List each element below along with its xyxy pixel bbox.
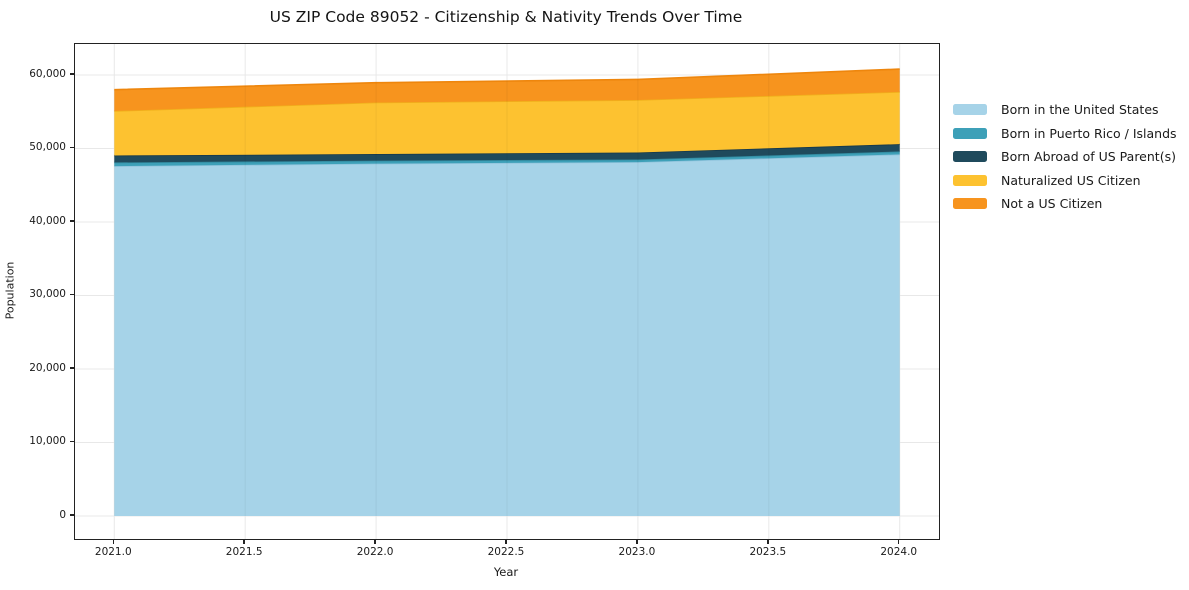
area-born-in-the-united-states <box>114 154 900 516</box>
x-tick-label: 2023.5 <box>749 546 787 558</box>
legend-label: Born in the United States <box>1001 102 1159 117</box>
legend-swatch-naturalized-us-citizen <box>953 174 987 186</box>
legend-label: Not a US Citizen <box>1001 196 1103 211</box>
y-tick-mark <box>70 440 74 443</box>
y-tick-label: 50,000 <box>29 141 66 154</box>
x-tick-label: 2021.5 <box>225 546 263 558</box>
x-tick-mark <box>112 539 115 544</box>
legend-swatch-born-in-puerto-rico-islands <box>953 127 987 139</box>
stacked-area-chart <box>75 44 939 539</box>
x-tick-mark <box>243 539 245 544</box>
y-tick-label: 20,000 <box>29 361 66 374</box>
area-naturalized-us-citizen <box>114 91 900 156</box>
chart-title: US ZIP Code 89052 - Citizenship & Nativi… <box>269 8 743 26</box>
y-tick-label: 0 <box>59 508 66 521</box>
y-tick-mark <box>70 146 74 149</box>
legend-item: Not a US Citizen <box>953 196 1177 211</box>
y-tick-mark <box>70 293 74 296</box>
legend-swatch-born-in-the-united-states <box>953 104 987 115</box>
y-tick-label: 40,000 <box>29 214 66 227</box>
y-tick-label: 30,000 <box>29 288 66 301</box>
area-not-a-us-citizen <box>114 69 900 111</box>
y-tick-label: 10,000 <box>29 435 66 448</box>
y-tick-mark <box>70 73 74 75</box>
x-tick-label: 2024.0 <box>880 546 918 558</box>
legend-item: Born in Puerto Rico / Islands <box>953 125 1177 141</box>
legend-item: Naturalized US Citizen <box>953 172 1177 188</box>
area-born-in-puerto-rico-islands <box>114 151 900 167</box>
legend-label: Born Abroad of US Parent(s) <box>1001 149 1176 164</box>
x-tick-mark <box>505 539 507 544</box>
y-tick-mark <box>70 514 74 516</box>
plot-area <box>74 43 940 540</box>
x-tick-label: 2021.0 <box>94 546 132 558</box>
x-tick-label: 2023.0 <box>618 546 656 558</box>
edge-not-a-us-citizen <box>114 68 900 91</box>
x-tick-mark <box>374 539 376 544</box>
x-tick-mark <box>897 539 900 544</box>
area-series-group <box>114 68 900 516</box>
legend-label: Born in Puerto Rico / Islands <box>1001 125 1177 141</box>
x-tick-mark <box>636 539 638 544</box>
legend: Born in the United States Born in Puerto … <box>953 102 1177 211</box>
y-tick-mark <box>70 367 74 369</box>
legend-swatch-not-a-us-citizen <box>953 198 987 209</box>
legend-item: Born in the United States <box>953 102 1177 117</box>
grid-seams <box>114 69 900 516</box>
x-tick-mark <box>767 539 769 544</box>
x-tick-label: 2022.0 <box>356 546 394 558</box>
legend-label: Naturalized US Citizen <box>1001 172 1141 188</box>
y-tick-mark <box>70 220 74 222</box>
y-tick-label: 60,000 <box>29 67 66 80</box>
legend-swatch-born-abroad-of-us-parent-s <box>953 151 987 162</box>
x-tick-label: 2022.5 <box>487 546 525 558</box>
x-axis-label: Year <box>493 565 519 579</box>
edge-born-in-the-united-states <box>114 153 900 167</box>
legend-item: Born Abroad of US Parent(s) <box>953 149 1177 164</box>
area-born-abroad-of-us-parent-s <box>114 144 900 163</box>
